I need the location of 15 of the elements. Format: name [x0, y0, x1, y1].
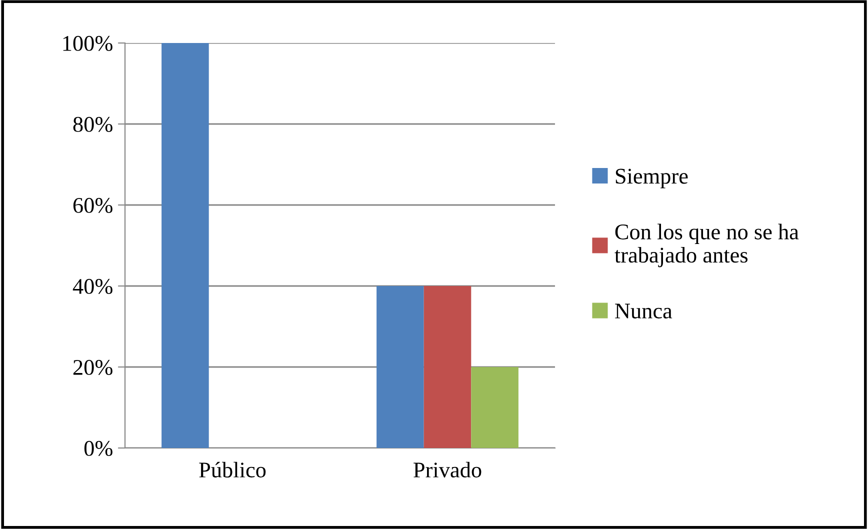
y-tick-label: 80% — [73, 116, 112, 132]
bar — [376, 286, 424, 448]
y-tick-label: 0% — [84, 440, 112, 456]
y-tick-label: 100% — [63, 36, 112, 51]
x-tick-label: Público — [199, 462, 266, 478]
y-tick-label: 60% — [73, 198, 112, 213]
legend-label: Con los que no se ha trabajado antes — [614, 224, 799, 268]
bar — [424, 286, 472, 448]
y-tick-label: 40% — [72, 278, 112, 294]
y-tick-label: 20% — [73, 360, 112, 375]
legend-label: Nunca — [615, 304, 672, 319]
bar — [471, 367, 518, 448]
legend-label: Siempre — [616, 168, 688, 188]
bar — [162, 43, 209, 448]
x-tick-label: Privado — [414, 462, 482, 478]
